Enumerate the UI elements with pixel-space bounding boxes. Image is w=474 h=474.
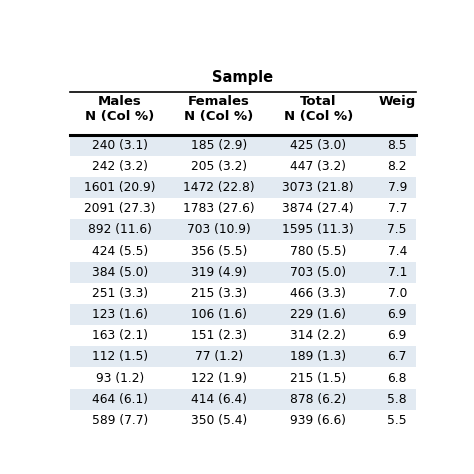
Text: 7.7: 7.7 — [388, 202, 407, 215]
Text: 414 (6.4): 414 (6.4) — [191, 393, 247, 406]
Text: 939 (6.6): 939 (6.6) — [290, 414, 346, 427]
Text: 892 (11.6): 892 (11.6) — [88, 223, 152, 237]
Text: 77 (1.2): 77 (1.2) — [195, 350, 243, 364]
Text: Total
N (Col %): Total N (Col %) — [283, 95, 353, 123]
Text: 424 (5.5): 424 (5.5) — [92, 245, 148, 257]
FancyBboxPatch shape — [70, 262, 416, 283]
Text: 447 (3.2): 447 (3.2) — [290, 160, 346, 173]
Text: 780 (5.5): 780 (5.5) — [290, 245, 346, 257]
Text: 112 (1.5): 112 (1.5) — [92, 350, 148, 364]
Text: 8.2: 8.2 — [387, 160, 407, 173]
Text: 3874 (27.4): 3874 (27.4) — [283, 202, 354, 215]
Text: 878 (6.2): 878 (6.2) — [290, 393, 346, 406]
Text: 6.9: 6.9 — [388, 308, 407, 321]
FancyBboxPatch shape — [70, 177, 416, 198]
Text: 5.8: 5.8 — [387, 393, 407, 406]
Text: 703 (10.9): 703 (10.9) — [187, 223, 251, 237]
Text: 5.5: 5.5 — [387, 414, 407, 427]
FancyBboxPatch shape — [70, 389, 416, 410]
Text: 356 (5.5): 356 (5.5) — [191, 245, 247, 257]
Text: 215 (1.5): 215 (1.5) — [290, 372, 346, 384]
Text: 314 (2.2): 314 (2.2) — [290, 329, 346, 342]
Text: 7.4: 7.4 — [388, 245, 407, 257]
FancyBboxPatch shape — [70, 219, 416, 240]
Text: 1601 (20.9): 1601 (20.9) — [84, 181, 155, 194]
Text: 589 (7.7): 589 (7.7) — [92, 414, 148, 427]
Text: 7.5: 7.5 — [387, 223, 407, 237]
Text: 122 (1.9): 122 (1.9) — [191, 372, 247, 384]
Text: 1472 (22.8): 1472 (22.8) — [183, 181, 255, 194]
FancyBboxPatch shape — [70, 304, 416, 325]
Text: 7.9: 7.9 — [388, 181, 407, 194]
Text: 251 (3.3): 251 (3.3) — [92, 287, 148, 300]
Text: 1783 (27.6): 1783 (27.6) — [183, 202, 255, 215]
Text: Females
N (Col %): Females N (Col %) — [184, 95, 254, 123]
Text: 189 (1.3): 189 (1.3) — [290, 350, 346, 364]
Text: 7.1: 7.1 — [388, 266, 407, 279]
Text: 1595 (11.3): 1595 (11.3) — [283, 223, 354, 237]
Text: 242 (3.2): 242 (3.2) — [92, 160, 148, 173]
Text: Weig: Weig — [379, 95, 416, 108]
Text: 319 (4.9): 319 (4.9) — [191, 266, 247, 279]
Text: 8.5: 8.5 — [387, 139, 407, 152]
Text: 229 (1.6): 229 (1.6) — [290, 308, 346, 321]
Text: 123 (1.6): 123 (1.6) — [92, 308, 148, 321]
Text: 7.0: 7.0 — [388, 287, 407, 300]
Text: 106 (1.6): 106 (1.6) — [191, 308, 247, 321]
Text: 205 (3.2): 205 (3.2) — [191, 160, 247, 173]
Text: 3073 (21.8): 3073 (21.8) — [283, 181, 354, 194]
Text: 464 (6.1): 464 (6.1) — [92, 393, 148, 406]
Text: 384 (5.0): 384 (5.0) — [92, 266, 148, 279]
Text: 163 (2.1): 163 (2.1) — [92, 329, 148, 342]
Text: 6.8: 6.8 — [387, 372, 407, 384]
Text: 6.9: 6.9 — [388, 329, 407, 342]
Text: 185 (2.9): 185 (2.9) — [191, 139, 247, 152]
Text: 425 (3.0): 425 (3.0) — [290, 139, 346, 152]
FancyBboxPatch shape — [70, 346, 416, 367]
Text: 2091 (27.3): 2091 (27.3) — [84, 202, 155, 215]
Text: 466 (3.3): 466 (3.3) — [290, 287, 346, 300]
Text: 6.7: 6.7 — [388, 350, 407, 364]
Text: 151 (2.3): 151 (2.3) — [191, 329, 247, 342]
Text: Sample: Sample — [212, 70, 273, 85]
Text: 215 (3.3): 215 (3.3) — [191, 287, 247, 300]
Text: 350 (5.4): 350 (5.4) — [191, 414, 247, 427]
FancyBboxPatch shape — [70, 135, 416, 156]
Text: 93 (1.2): 93 (1.2) — [96, 372, 144, 384]
Text: 703 (5.0): 703 (5.0) — [290, 266, 346, 279]
Text: Males
N (Col %): Males N (Col %) — [85, 95, 155, 123]
Text: 240 (3.1): 240 (3.1) — [92, 139, 148, 152]
